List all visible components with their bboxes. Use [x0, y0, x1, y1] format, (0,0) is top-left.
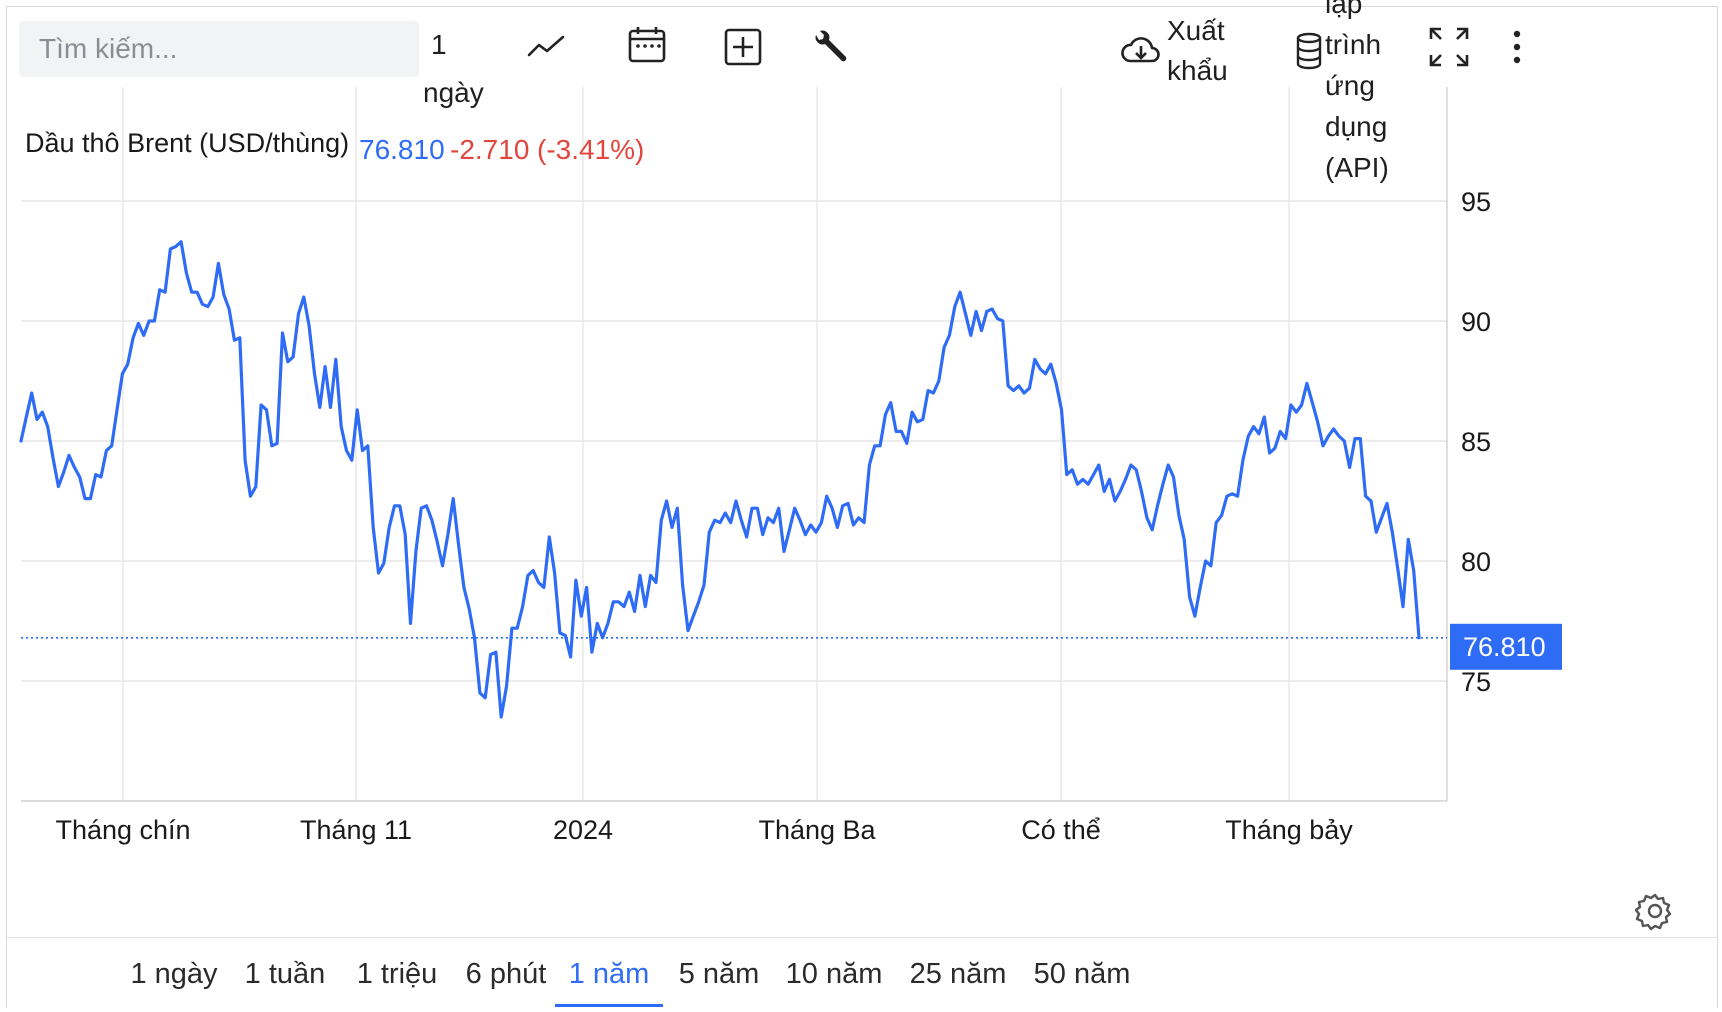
wrench-icon[interactable]: [807, 27, 851, 71]
price-change-percent: (-3.41%): [537, 134, 644, 165]
export-button[interactable]: Xuất khẩu: [1167, 11, 1228, 91]
interval-selector[interactable]: 1: [431, 25, 447, 65]
range-selector: 1 ngày 1 tuần 1 triệu 6 phút 1 năm 5 năm…: [7, 937, 1717, 1008]
database-icon[interactable]: [1287, 29, 1331, 73]
api-label-line5: (API): [1325, 152, 1389, 183]
plus-box-icon[interactable]: [721, 25, 765, 69]
range-tab-1w[interactable]: 1 tuần: [244, 958, 326, 990]
interval-label-unit: ngày: [423, 77, 484, 108]
more-vertical-icon[interactable]: [1495, 25, 1539, 69]
range-tab-6m[interactable]: 6 phút: [465, 958, 547, 990]
range-tab-1m[interactable]: 1 triệu: [356, 958, 438, 990]
range-tab-5y[interactable]: 5 năm: [678, 958, 760, 990]
toolbar: 1 ngày: [7, 0, 1717, 183]
y-tick-label: 95: [1461, 187, 1491, 217]
line-chart-icon[interactable]: [525, 25, 569, 69]
series-line-brent: [19, 240, 1421, 719]
x-tick-label: Tháng chín: [55, 815, 190, 845]
price-change: -2.710: [450, 134, 529, 165]
export-label-line2: khẩu: [1167, 55, 1228, 86]
range-tab-25y[interactable]: 25 năm: [909, 958, 1007, 990]
x-tick-label: Tháng bảy: [1225, 815, 1353, 845]
api-label-line3: ứng: [1325, 70, 1375, 101]
calendar-icon[interactable]: [625, 23, 669, 67]
y-tick-label: 90: [1461, 307, 1491, 337]
y-tick-label: 85: [1461, 427, 1491, 457]
x-tick-label: Tháng Ba: [758, 815, 876, 845]
price-chart: Tháng chín Tháng 11 2024 Tháng Ba Có thể Thán…: [19, 87, 1562, 845]
chart-widget: 1 ngày: [6, 0, 1718, 1008]
api-label-line1: lập: [1325, 0, 1363, 19]
range-tab-1y[interactable]: 1 năm: [555, 938, 663, 1007]
export-label-line1: Xuất: [1167, 15, 1225, 46]
api-label-line2: trình: [1325, 29, 1382, 60]
api-label-line4: dụng: [1325, 111, 1388, 142]
interval-label-number: 1: [431, 29, 447, 60]
x-tick-label: 2024: [553, 815, 613, 845]
x-tick-label: Có thể: [1021, 815, 1101, 845]
x-axis: Tháng chín Tháng 11 2024 Tháng Ba Có thể Thán…: [55, 815, 1353, 845]
gear-icon[interactable]: [1634, 891, 1675, 931]
cloud-download-icon[interactable]: [1119, 29, 1163, 73]
range-tab-1d[interactable]: 1 ngày: [130, 958, 218, 990]
grid: [21, 87, 1448, 802]
range-tab-50y[interactable]: 50 năm: [1033, 958, 1131, 990]
fullscreen-icon[interactable]: [1427, 25, 1471, 69]
range-tab-10y[interactable]: 10 năm: [785, 958, 883, 990]
last-price-tag-label: 76.810: [1463, 632, 1546, 662]
x-tick-label: Tháng 11: [300, 815, 412, 845]
search-input[interactable]: [19, 21, 419, 77]
y-axis: 75 80 85 90 95: [1461, 187, 1491, 697]
instrument-title: Dầu thô Brent (USD/thùng): [25, 128, 349, 158]
api-button[interactable]: lập trình ứng dụng (API): [1325, 0, 1415, 183]
last-price: 76.810: [359, 134, 445, 165]
y-tick-label: 80: [1461, 547, 1491, 577]
last-price-tag: 76.810: [1450, 623, 1562, 670]
y-tick-label: 75: [1461, 667, 1491, 697]
